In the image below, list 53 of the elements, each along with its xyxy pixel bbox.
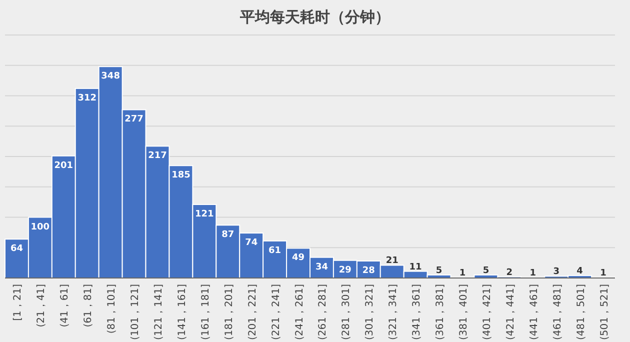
x-tick-label: (101，121] bbox=[130, 284, 142, 340]
data-label: 87 bbox=[222, 230, 234, 240]
x-tick-label: (201，221] bbox=[247, 284, 258, 340]
data-label: 1 bbox=[459, 268, 466, 278]
x-tick-label: (401，421] bbox=[482, 284, 493, 340]
data-label: 61 bbox=[268, 246, 282, 256]
data-label: 1 bbox=[600, 268, 606, 278]
data-label: 49 bbox=[292, 253, 305, 264]
data-label: 29 bbox=[338, 265, 352, 276]
x-tick-label: (141，161] bbox=[176, 284, 188, 340]
data-label: 5 bbox=[436, 266, 442, 276]
x-tick-label: (481，501] bbox=[576, 284, 587, 340]
x-tick-label: (41，61] bbox=[60, 284, 71, 328]
data-label: 74 bbox=[245, 238, 258, 248]
data-label: 64 bbox=[10, 244, 23, 254]
x-tick-label: (221，241] bbox=[270, 284, 282, 340]
x-tick-label: (501，521] bbox=[599, 284, 610, 340]
chart-title: 平均每天耗时（分钟） bbox=[239, 8, 390, 26]
x-tick-label: (161，181] bbox=[200, 284, 212, 340]
x-tick-label: (261，281] bbox=[318, 284, 329, 340]
x-tick-label: (381，401] bbox=[458, 284, 470, 340]
data-label: 1 bbox=[530, 268, 536, 278]
data-label: 217 bbox=[148, 151, 167, 162]
data-label: 21 bbox=[386, 256, 398, 266]
data-label: 121 bbox=[195, 209, 214, 220]
x-tick-label: (121，141] bbox=[154, 284, 164, 340]
x-tick-label: (281，301] bbox=[341, 284, 352, 340]
x-tick-label: (421，441] bbox=[505, 284, 516, 340]
data-label: 34 bbox=[315, 262, 328, 272]
data-label: 185 bbox=[172, 170, 190, 181]
x-tick-label: [1，21] bbox=[12, 284, 24, 321]
data-label: 3 bbox=[553, 267, 560, 278]
x-tick-label: (181，201] bbox=[224, 284, 235, 340]
data-label: 4 bbox=[576, 266, 583, 277]
x-tick-label: (321，341] bbox=[388, 284, 400, 340]
data-label: 100 bbox=[30, 222, 50, 232]
data-label: 348 bbox=[101, 72, 120, 82]
x-tick-label: (461，481] bbox=[552, 284, 564, 340]
data-label: 201 bbox=[54, 160, 74, 171]
data-label: 312 bbox=[78, 93, 97, 104]
data-label: 2 bbox=[506, 268, 513, 278]
x-tick-label: (341，361] bbox=[412, 284, 423, 340]
data-label: 277 bbox=[124, 114, 144, 125]
x-tick-label: (61，81] bbox=[83, 284, 94, 328]
x-tick-label: (241，261] bbox=[294, 284, 306, 340]
x-tick-label: (441，461] bbox=[528, 284, 540, 340]
x-tick-label: (21，41] bbox=[36, 284, 48, 328]
x-tick-label: (361，381] bbox=[435, 284, 446, 340]
x-tick-label: (81，101] bbox=[106, 284, 118, 334]
data-label: 11 bbox=[409, 262, 422, 272]
x-tick-label: (301，321] bbox=[364, 284, 376, 340]
data-label: 5 bbox=[482, 266, 490, 276]
data-label: 28 bbox=[362, 266, 375, 276]
